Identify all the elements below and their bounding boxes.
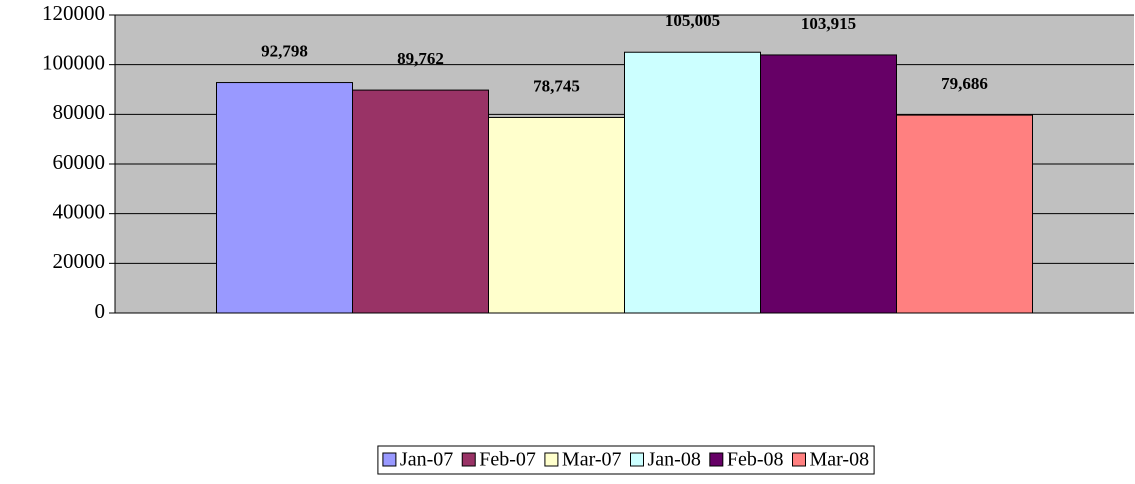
legend-label: Feb-07 bbox=[479, 449, 536, 471]
legend bbox=[377, 445, 875, 475]
bar bbox=[896, 114, 1033, 314]
y-tick-label: 80000 bbox=[53, 100, 106, 124]
bar bbox=[352, 89, 489, 314]
bar bbox=[624, 51, 761, 314]
y-tick-label: 100000 bbox=[42, 50, 105, 74]
value-label: 105,005 bbox=[665, 11, 720, 30]
legend-swatch bbox=[544, 452, 559, 467]
value-label: 103,915 bbox=[801, 14, 856, 33]
legend-swatch bbox=[382, 452, 397, 467]
legend-label: Jan-08 bbox=[648, 449, 701, 471]
value-label: 92,798 bbox=[261, 41, 308, 60]
y-tick-label: 60000 bbox=[53, 150, 106, 174]
legend-label: Jan-07 bbox=[400, 449, 453, 471]
legend-swatch bbox=[630, 452, 644, 467]
legend-swatch bbox=[792, 452, 806, 467]
y-tick-label: 40000 bbox=[53, 199, 106, 223]
value-label: 89,762 bbox=[397, 49, 444, 68]
value-label: 79,686 bbox=[941, 74, 988, 93]
legend-label: Mar-08 bbox=[810, 449, 870, 471]
legend-label: Mar-07 bbox=[562, 449, 622, 471]
legend-swatch bbox=[709, 452, 724, 467]
y-tick-label: 20000 bbox=[53, 249, 106, 273]
y-tick-label: 120000 bbox=[42, 1, 105, 25]
legend-label: Feb-08 bbox=[727, 449, 784, 471]
value-label: 78,745 bbox=[533, 76, 580, 95]
y-tick-label: 0 bbox=[95, 299, 106, 323]
bar bbox=[488, 116, 625, 314]
legend-swatch bbox=[461, 452, 476, 467]
bar bbox=[760, 54, 897, 314]
bar bbox=[216, 82, 353, 314]
